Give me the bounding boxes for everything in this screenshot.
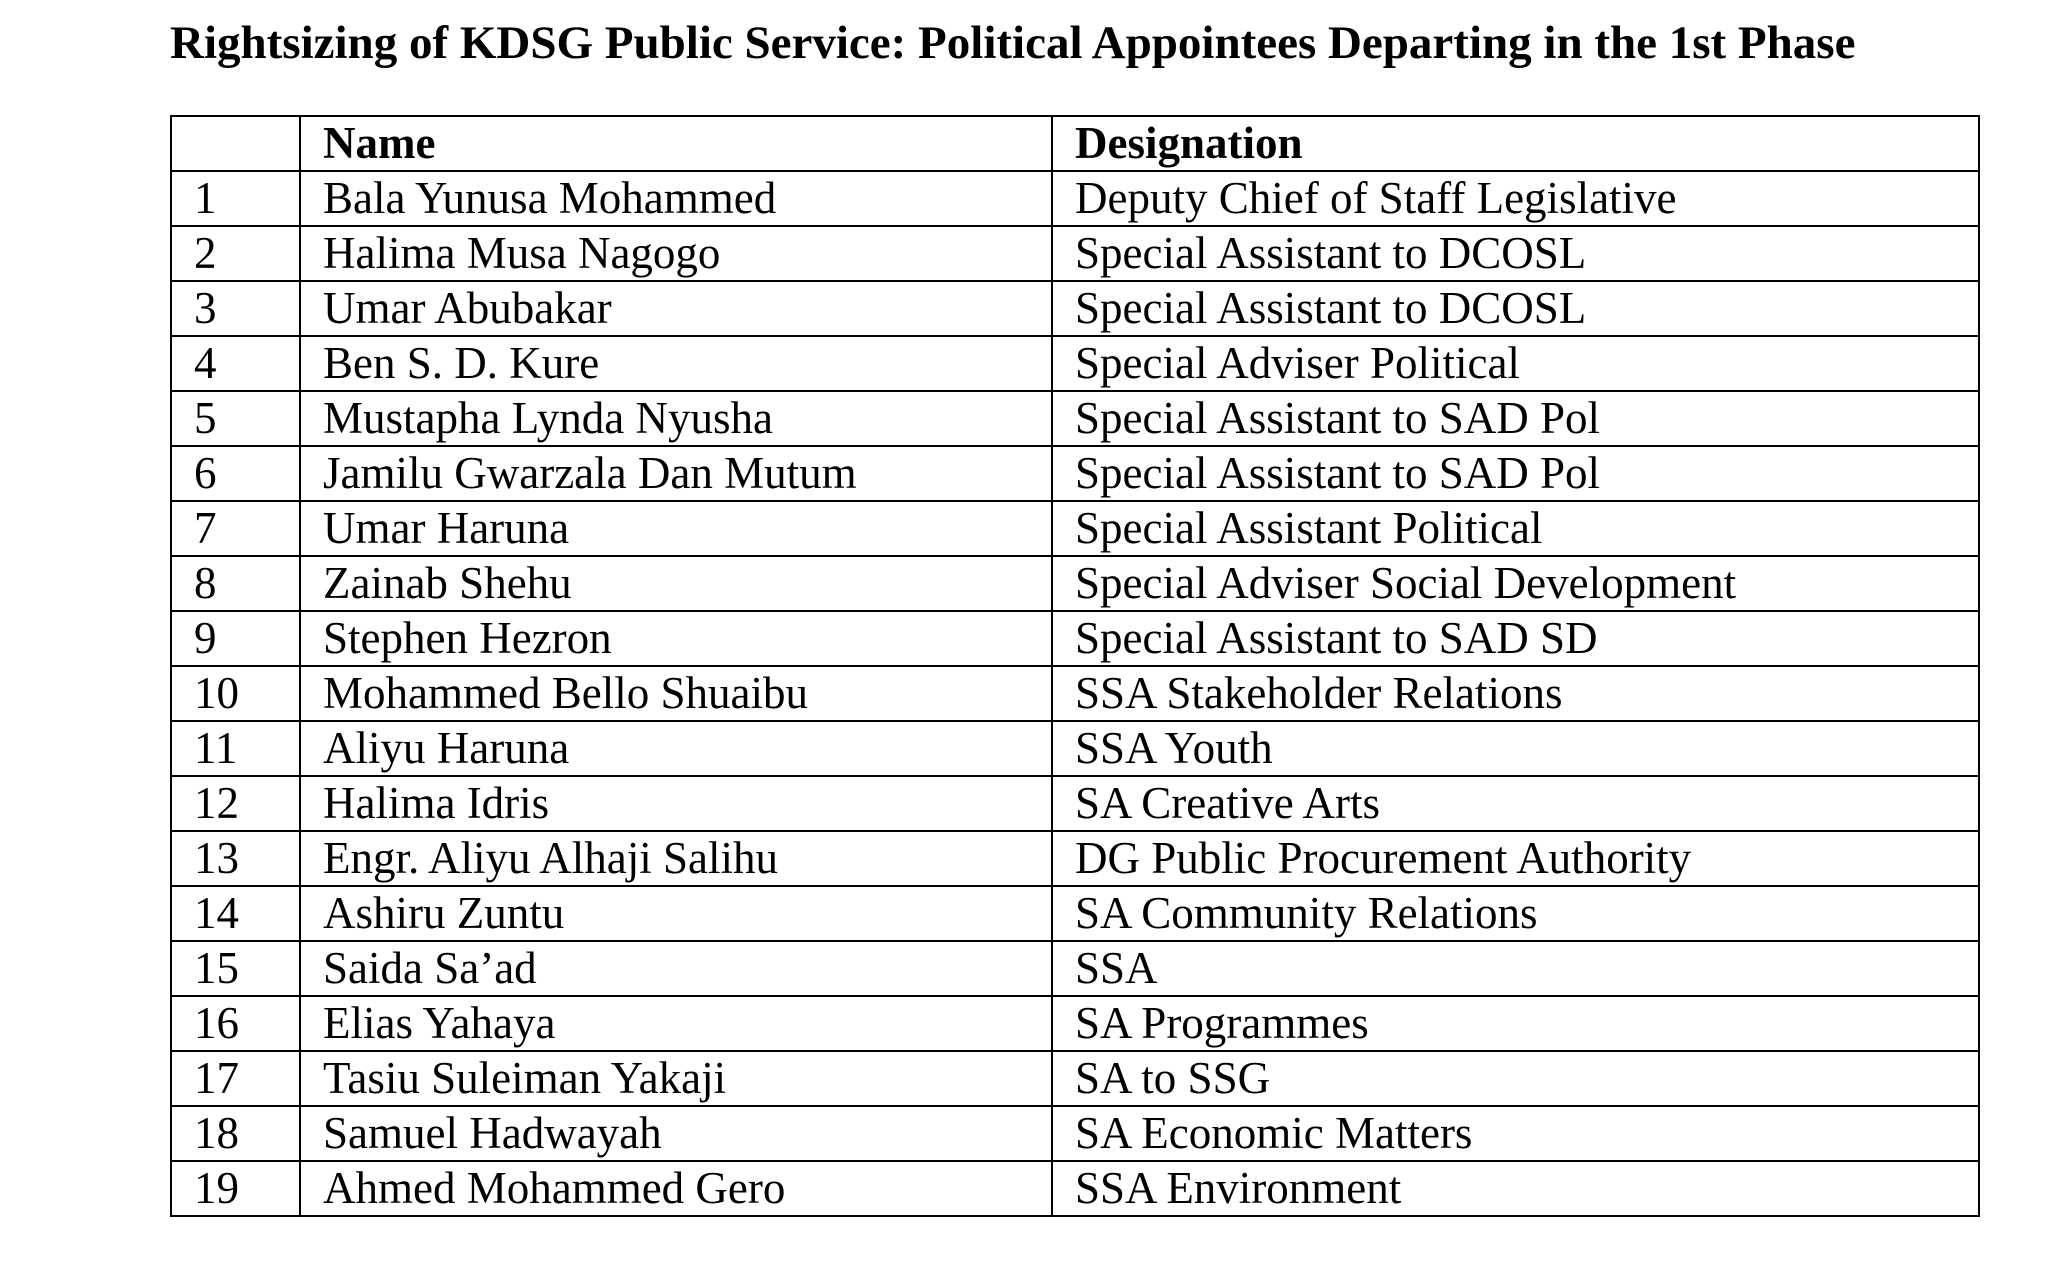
row-name: Bala Yunusa Mohammed (299, 170, 1053, 227)
table-row: 14 Ashiru Zuntu SA Community Relations (170, 885, 1980, 942)
row-number: 6 (170, 445, 301, 502)
table-row: 2 Halima Musa Nagogo Special Assistant to … (170, 225, 1980, 282)
row-name: Jamilu Gwarzala Dan Mutum (299, 445, 1053, 502)
appointees-table: Name Designation 1 Bala Yunusa Mohammed De… (170, 115, 1980, 1217)
row-number: 17 (170, 1050, 301, 1107)
row-designation: Special Assistant Political (1051, 500, 1980, 557)
row-designation: Special Assistant to SAD Pol (1051, 390, 1980, 447)
row-name: Umar Haruna (299, 500, 1053, 557)
row-number: 18 (170, 1105, 301, 1162)
row-name: Umar Abubakar (299, 280, 1053, 337)
row-name: Samuel Hadwayah (299, 1105, 1053, 1162)
row-designation: SSA Stakeholder Relations (1051, 665, 1980, 722)
row-designation: Special Adviser Political (1051, 335, 1980, 392)
header-number (170, 115, 301, 172)
row-designation: DG Public Procurement Authority (1051, 830, 1980, 887)
table-row: 13 Engr. Aliyu Alhaji Salihu DG Public Pro… (170, 830, 1980, 887)
row-name: Mustapha Lynda Nyusha (299, 390, 1053, 447)
row-designation: SA to SSG (1051, 1050, 1980, 1107)
table-row: 8 Zainab Shehu Special Adviser Social Deve… (170, 555, 1980, 612)
table-row: 3 Umar Abubakar Special Assistant to DCOSL (170, 280, 1980, 337)
row-designation: SA Economic Matters (1051, 1105, 1980, 1162)
header-designation: Designation (1051, 115, 1980, 172)
row-number: 4 (170, 335, 301, 392)
row-designation: SA Community Relations (1051, 885, 1980, 942)
row-designation: Special Adviser Social Development (1051, 555, 1980, 612)
row-number: 3 (170, 280, 301, 337)
table-row: 12 Halima Idris SA Creative Arts (170, 775, 1980, 832)
header-name: Name (299, 115, 1053, 172)
row-number: 10 (170, 665, 301, 722)
row-designation: SA Programmes (1051, 995, 1980, 1052)
row-number: 13 (170, 830, 301, 887)
row-designation: Special Assistant to DCOSL (1051, 280, 1980, 337)
row-name: Ashiru Zuntu (299, 885, 1053, 942)
table-row: 18 Samuel Hadwayah SA Economic Matters (170, 1105, 1980, 1162)
row-name: Tasiu Suleiman Yakaji (299, 1050, 1053, 1107)
row-designation: Deputy Chief of Staff Legislative (1051, 170, 1980, 227)
row-name: Zainab Shehu (299, 555, 1053, 612)
row-number: 14 (170, 885, 301, 942)
row-name: Ben S. D. Kure (299, 335, 1053, 392)
row-number: 7 (170, 500, 301, 557)
table-row: 17 Tasiu Suleiman Yakaji SA to SSG (170, 1050, 1980, 1107)
table-row: 4 Ben S. D. Kure Special Adviser Political (170, 335, 1980, 392)
table-body: Name Designation 1 Bala Yunusa Mohammed De… (170, 115, 1980, 1217)
row-designation: SSA Environment (1051, 1160, 1980, 1217)
row-designation: Special Assistant to DCOSL (1051, 225, 1980, 282)
row-number: 8 (170, 555, 301, 612)
table-row: 7 Umar Haruna Special Assistant Political (170, 500, 1980, 557)
table-row: 6 Jamilu Gwarzala Dan Mutum Special Assist… (170, 445, 1980, 502)
document-title: Rightsizing of KDSG Public Service: Poli… (170, 17, 1856, 69)
row-name: Aliyu Haruna (299, 720, 1053, 777)
table-row: 19 Ahmed Mohammed Gero SSA Environment (170, 1160, 1980, 1217)
table-row: 1 Bala Yunusa Mohammed Deputy Chief of Sta… (170, 170, 1980, 227)
row-number: 16 (170, 995, 301, 1052)
table-header-row: Name Designation (170, 115, 1980, 172)
table-row: 9 Stephen Hezron Special Assistant to SAD … (170, 610, 1980, 667)
row-number: 2 (170, 225, 301, 282)
row-number: 5 (170, 390, 301, 447)
row-designation: SSA (1051, 940, 1980, 997)
row-name: Mohammed Bello Shuaibu (299, 665, 1053, 722)
row-number: 1 (170, 170, 301, 227)
row-designation: SSA Youth (1051, 720, 1980, 777)
row-designation: Special Assistant to SAD Pol (1051, 445, 1980, 502)
row-number: 11 (170, 720, 301, 777)
row-name: Saida Sa’ad (299, 940, 1053, 997)
table-row: 5 Mustapha Lynda Nyusha Special Assistant … (170, 390, 1980, 447)
row-name: Stephen Hezron (299, 610, 1053, 667)
row-designation: Special Assistant to SAD SD (1051, 610, 1980, 667)
row-name: Elias Yahaya (299, 995, 1053, 1052)
row-number: 9 (170, 610, 301, 667)
row-name: Halima Idris (299, 775, 1053, 832)
row-number: 15 (170, 940, 301, 997)
table-row: 10 Mohammed Bello Shuaibu SSA Stakeholder … (170, 665, 1980, 722)
row-number: 12 (170, 775, 301, 832)
row-name: Halima Musa Nagogo (299, 225, 1053, 282)
row-designation: SA Creative Arts (1051, 775, 1980, 832)
table-row: 16 Elias Yahaya SA Programmes (170, 995, 1980, 1052)
row-name: Engr. Aliyu Alhaji Salihu (299, 830, 1053, 887)
table-row: 11 Aliyu Haruna SSA Youth (170, 720, 1980, 777)
row-name: Ahmed Mohammed Gero (299, 1160, 1053, 1217)
table-row: 15 Saida Sa’ad SSA (170, 940, 1980, 997)
row-number: 19 (170, 1160, 301, 1217)
